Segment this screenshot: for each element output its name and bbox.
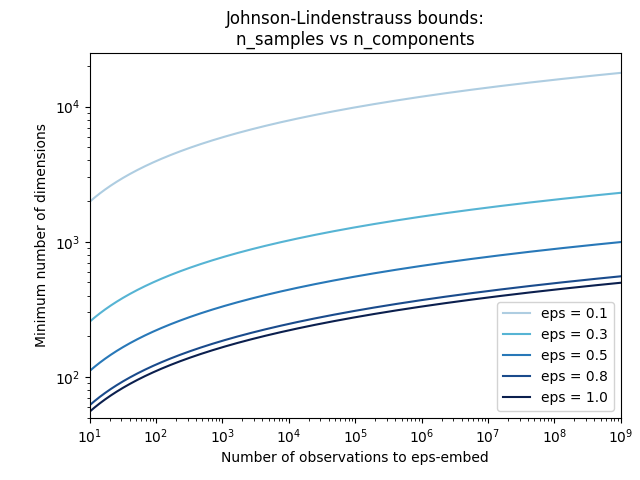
- eps = 0.5: [86, 368, 93, 374]
- Y-axis label: Minimum number of dimensions: Minimum number of dimensions: [35, 123, 49, 347]
- eps = 0.3: [86, 319, 93, 324]
- Legend: eps = 0.1, eps = 0.3, eps = 0.5, eps = 0.8, eps = 1.0: eps = 0.1, eps = 0.3, eps = 0.5, eps = 0…: [497, 302, 614, 411]
- eps = 0.3: [500, 203, 508, 208]
- Line: eps = 0.1: eps = 0.1: [90, 73, 621, 202]
- eps = 0.1: [509, 82, 517, 87]
- eps = 0.1: [86, 199, 93, 204]
- eps = 1.0: [140, 374, 148, 380]
- eps = 0.8: [86, 402, 93, 408]
- eps = 1.0: [617, 280, 625, 286]
- eps = 1.0: [500, 293, 508, 299]
- eps = 1.0: [451, 299, 458, 305]
- eps = 0.8: [451, 293, 458, 299]
- eps = 0.5: [140, 333, 148, 339]
- eps = 1.0: [320, 320, 328, 326]
- X-axis label: Number of observations to eps-embed: Number of observations to eps-embed: [221, 452, 489, 466]
- eps = 0.1: [320, 110, 328, 116]
- eps = 0.3: [301, 234, 308, 240]
- eps = 0.1: [140, 164, 148, 169]
- Title: Johnson-Lindenstrauss bounds:
n_samples vs n_components: Johnson-Lindenstrauss bounds: n_samples …: [226, 10, 484, 49]
- eps = 0.3: [451, 209, 458, 215]
- eps = 0.3: [617, 190, 625, 196]
- eps = 0.5: [617, 239, 625, 245]
- eps = 0.3: [140, 284, 148, 289]
- eps = 1.0: [301, 324, 308, 330]
- eps = 1.0: [86, 409, 93, 415]
- eps = 0.5: [301, 283, 308, 289]
- eps = 1.0: [509, 291, 517, 297]
- eps = 0.1: [451, 89, 458, 95]
- eps = 0.8: [500, 286, 508, 292]
- eps = 0.1: [617, 70, 625, 76]
- eps = 0.5: [500, 252, 508, 258]
- eps = 0.5: [451, 258, 458, 264]
- eps = 0.8: [509, 285, 517, 291]
- eps = 0.1: [301, 114, 308, 120]
- eps = 0.3: [509, 202, 517, 207]
- eps = 0.3: [320, 230, 328, 236]
- eps = 0.8: [320, 314, 328, 320]
- eps = 0.5: [509, 251, 517, 257]
- Line: eps = 0.5: eps = 0.5: [90, 242, 621, 371]
- eps = 0.5: [320, 279, 328, 285]
- Line: eps = 0.3: eps = 0.3: [90, 193, 621, 322]
- Line: eps = 0.8: eps = 0.8: [90, 276, 621, 405]
- eps = 0.8: [140, 367, 148, 373]
- eps = 0.8: [617, 274, 625, 279]
- Line: eps = 1.0: eps = 1.0: [90, 283, 621, 412]
- eps = 0.1: [500, 83, 508, 88]
- eps = 0.8: [301, 318, 308, 324]
